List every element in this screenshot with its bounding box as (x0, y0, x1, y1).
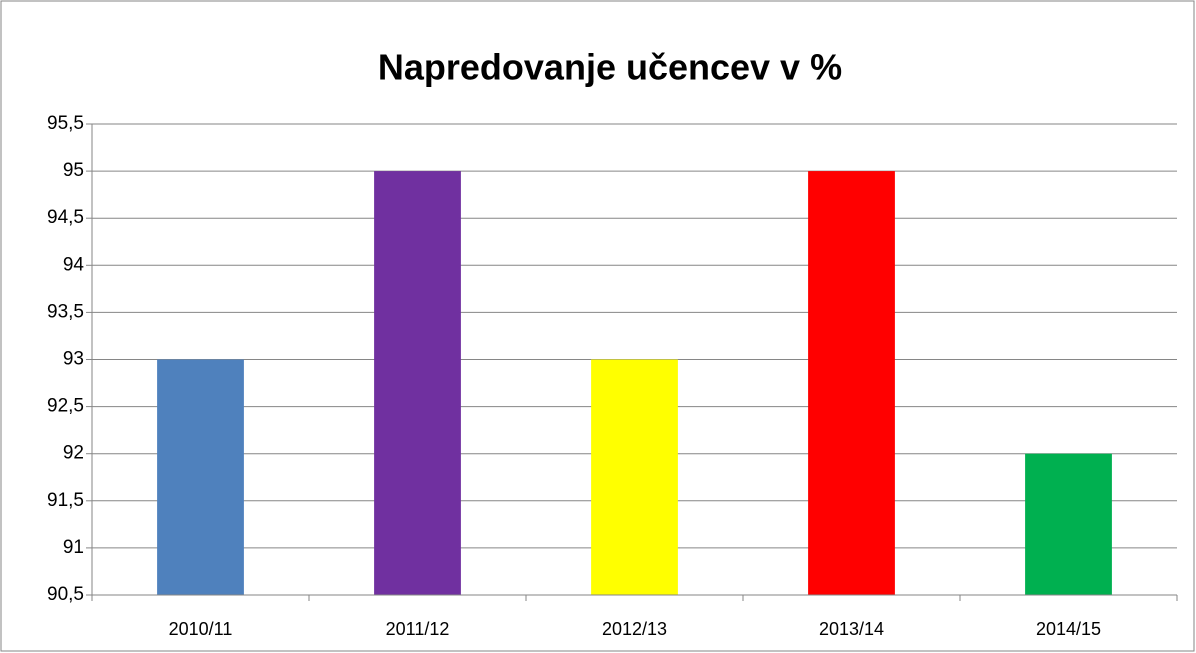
x-tick-label: 2013/14 (819, 619, 884, 639)
bar (808, 171, 895, 595)
bar (157, 359, 244, 595)
x-tick-label: 2014/15 (1036, 619, 1101, 639)
chart-title: Napredovanje učencev v % (378, 47, 842, 88)
x-tick-label: 2012/13 (602, 619, 667, 639)
bar (591, 359, 678, 595)
y-tick-label: 93,5 (47, 301, 84, 322)
bar (374, 171, 461, 595)
y-tick-label: 95 (63, 160, 84, 181)
y-tick-label: 94 (63, 254, 85, 275)
y-tick-label: 93 (63, 349, 84, 370)
y-tick-label: 91 (63, 537, 84, 558)
y-tick-label: 90,5 (47, 584, 84, 605)
y-tick-label: 92,5 (47, 396, 84, 417)
bar (1025, 453, 1112, 595)
y-tick-label: 92 (63, 443, 84, 464)
x-tick-label: 2011/12 (386, 619, 450, 639)
y-tick-label: 94,5 (47, 207, 84, 228)
x-tick-label: 2010/11 (169, 619, 233, 639)
y-tick-label: 91,5 (47, 490, 84, 511)
y-tick-label: 95,5 (47, 113, 84, 134)
